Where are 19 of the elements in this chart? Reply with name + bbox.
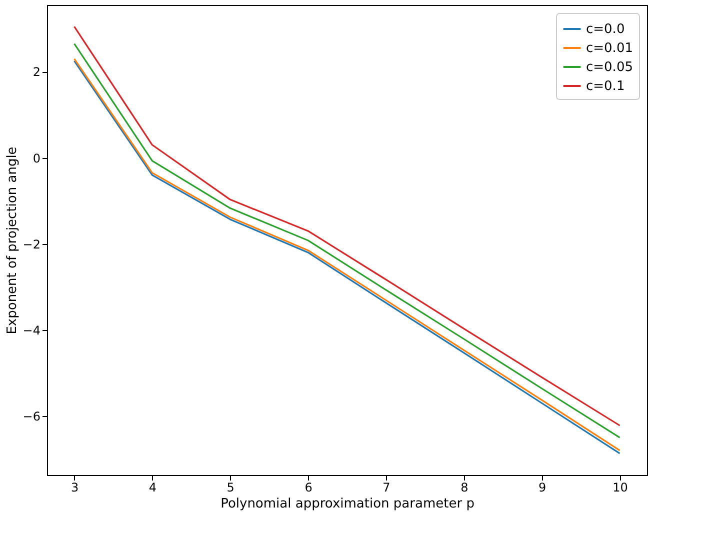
- x-tick-label: 3: [70, 480, 79, 494]
- y-tick-label: 0: [32, 151, 40, 166]
- y-axis-title: Exponent of projection angle: [4, 146, 20, 334]
- y-tick-label: −2: [22, 237, 40, 252]
- x-tick-label: 7: [382, 480, 390, 494]
- y-tick-label: −6: [22, 410, 40, 424]
- legend-label: c=0.1: [586, 79, 625, 94]
- x-tick-label: 5: [226, 480, 234, 494]
- legend-label: c=0.0: [586, 22, 625, 37]
- x-tick-label: 10: [612, 480, 628, 494]
- x-tick-label: 8: [460, 480, 468, 494]
- x-axis-title: Polynomial approximation parameter p: [220, 496, 474, 512]
- y-tick-label: −4: [22, 323, 40, 338]
- x-tick-label: 9: [538, 480, 546, 494]
- x-tick-label: 4: [148, 480, 157, 494]
- legend-label: c=0.01: [586, 41, 633, 56]
- y-tick-label: 2: [32, 65, 40, 80]
- x-tick-label: 6: [304, 480, 312, 494]
- legend-label: c=0.05: [586, 60, 633, 75]
